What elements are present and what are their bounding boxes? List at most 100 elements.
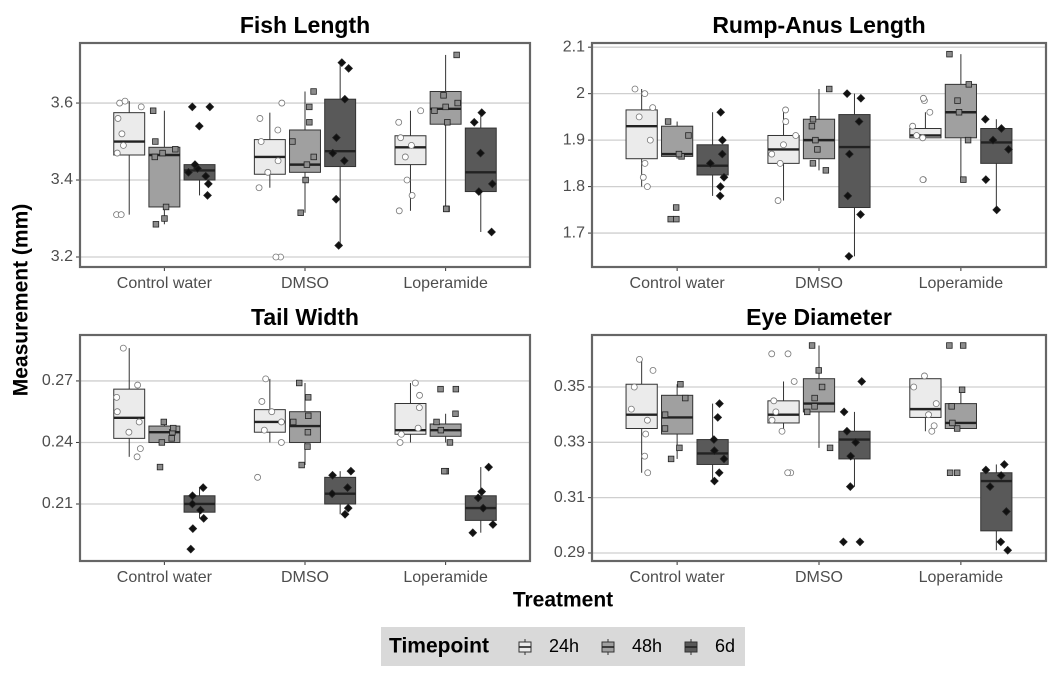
y-tick-label: 0.35 bbox=[554, 378, 585, 395]
data-point bbox=[117, 211, 125, 219]
data-point bbox=[856, 210, 865, 219]
y-tick-label: 0.27 bbox=[42, 372, 73, 389]
data-point bbox=[675, 150, 683, 158]
data-point bbox=[306, 119, 313, 126]
data-point bbox=[782, 106, 789, 114]
y-tick-label: 1.7 bbox=[563, 224, 585, 241]
data-point bbox=[768, 150, 776, 158]
data-point bbox=[673, 215, 680, 223]
data-point bbox=[159, 149, 166, 157]
y-tick-label: 1.8 bbox=[563, 178, 585, 195]
data-point bbox=[328, 148, 338, 158]
data-point bbox=[920, 94, 927, 102]
data-point bbox=[397, 134, 405, 142]
data-point bbox=[199, 513, 209, 523]
legend-item: 24h bbox=[518, 636, 579, 656]
data-point bbox=[118, 130, 126, 138]
data-point bbox=[194, 121, 204, 131]
data-point bbox=[337, 58, 347, 67]
x-tick-label: Loperamide bbox=[919, 569, 1004, 586]
data-point bbox=[152, 221, 160, 228]
data-point bbox=[133, 453, 141, 461]
data-point bbox=[152, 138, 159, 145]
box bbox=[767, 400, 800, 424]
data-point bbox=[714, 468, 724, 478]
data-point bbox=[855, 537, 865, 547]
data-point bbox=[454, 99, 461, 107]
data-point bbox=[327, 489, 337, 499]
legend-item: 48h bbox=[601, 636, 662, 656]
x-tick-label: Control water bbox=[117, 275, 213, 292]
box bbox=[324, 476, 357, 505]
data-point bbox=[184, 167, 193, 177]
data-point bbox=[846, 451, 856, 461]
series bbox=[183, 462, 498, 554]
data-point bbox=[667, 215, 674, 223]
data-point bbox=[778, 427, 786, 435]
data-point bbox=[134, 381, 142, 389]
data-point bbox=[953, 469, 961, 476]
data-point bbox=[685, 132, 692, 139]
data-point bbox=[339, 156, 349, 166]
y-tick-label: 0.24 bbox=[42, 434, 73, 451]
x-tick-label: Loperamide bbox=[403, 275, 488, 292]
legend-title: Timepoint bbox=[389, 635, 489, 658]
data-point bbox=[643, 416, 651, 424]
data-point bbox=[289, 138, 296, 145]
data-point bbox=[857, 377, 867, 386]
data-point bbox=[667, 455, 675, 463]
data-point bbox=[346, 466, 356, 476]
data-point bbox=[996, 537, 1006, 547]
x-tick-label: Loperamide bbox=[403, 569, 488, 586]
data-point bbox=[278, 418, 285, 426]
data-point bbox=[298, 461, 305, 469]
data-point bbox=[812, 136, 819, 144]
data-point bbox=[188, 491, 197, 501]
data-point bbox=[408, 141, 415, 149]
data-point bbox=[190, 160, 200, 169]
data-point bbox=[203, 191, 212, 200]
y-tick-label: 3.4 bbox=[51, 171, 73, 188]
data-point bbox=[919, 134, 927, 142]
data-point bbox=[1003, 545, 1013, 555]
data-point bbox=[196, 505, 205, 515]
box bbox=[802, 378, 836, 413]
data-point bbox=[845, 482, 855, 491]
x-tick-label: DMSO bbox=[795, 275, 843, 292]
data-point bbox=[113, 393, 121, 401]
data-point bbox=[845, 149, 854, 159]
data-point bbox=[332, 133, 341, 143]
data-point bbox=[305, 394, 312, 401]
series bbox=[148, 51, 462, 228]
data-point bbox=[784, 469, 792, 477]
data-point bbox=[682, 394, 689, 402]
data-point bbox=[856, 93, 866, 103]
data-point bbox=[487, 179, 497, 189]
data-point bbox=[395, 207, 403, 215]
data-point bbox=[826, 85, 833, 93]
data-point bbox=[948, 403, 955, 410]
data-point bbox=[1001, 507, 1011, 516]
data-point bbox=[925, 411, 932, 419]
data-point bbox=[719, 454, 729, 464]
data-point bbox=[442, 205, 450, 213]
data-point bbox=[343, 503, 353, 513]
data-point bbox=[297, 209, 304, 216]
data-point bbox=[809, 160, 817, 167]
data-point bbox=[135, 418, 143, 426]
y-axis-title: Measurement (mm) bbox=[10, 204, 33, 397]
data-point bbox=[818, 383, 826, 391]
data-point bbox=[114, 115, 122, 122]
data-point bbox=[782, 118, 790, 125]
data-point bbox=[340, 509, 350, 519]
x-tick-label: DMSO bbox=[281, 569, 329, 586]
data-point bbox=[928, 427, 936, 435]
data-point bbox=[340, 94, 350, 104]
data-point bbox=[305, 412, 312, 420]
data-point bbox=[304, 429, 312, 436]
data-point bbox=[397, 430, 405, 438]
data-point bbox=[946, 342, 953, 349]
panel-border bbox=[78, 333, 532, 563]
series bbox=[661, 50, 977, 223]
data-point bbox=[334, 241, 344, 250]
